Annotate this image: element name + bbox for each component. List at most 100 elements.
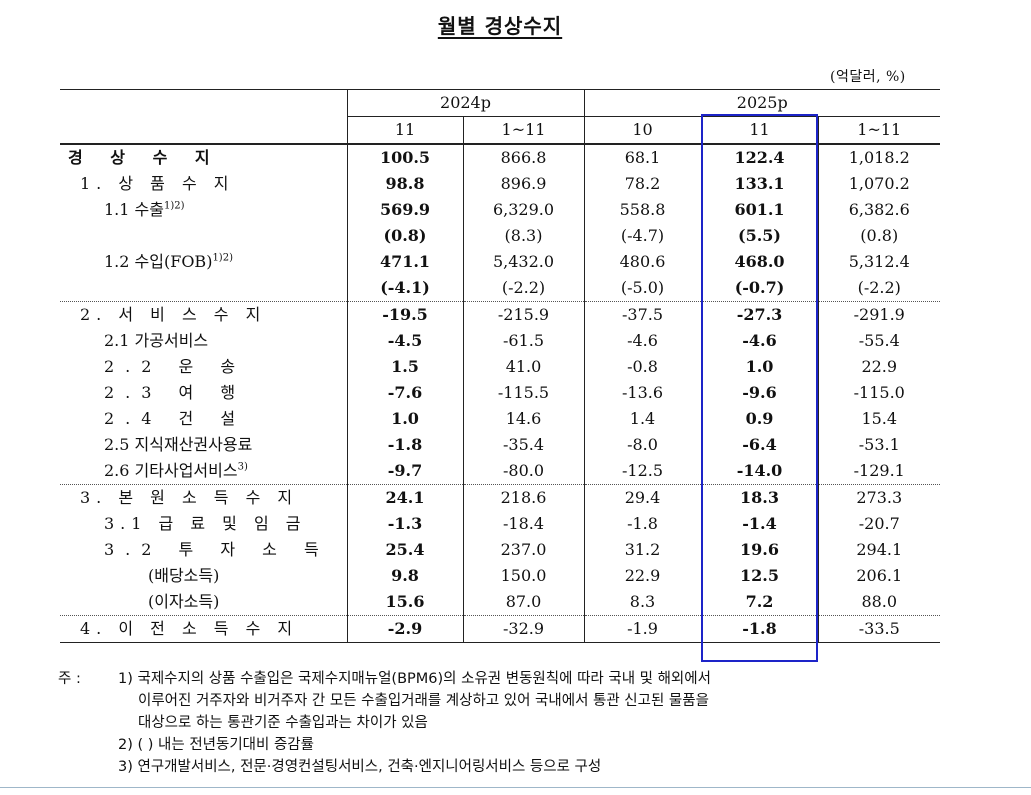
table-cell: 98.8 — [346, 171, 463, 197]
row-label-text: 1.1 수출 — [104, 200, 164, 219]
row-label-text: 2.5 지식재산권사용료 — [104, 435, 253, 454]
table-row: 3. 본 원 소 득 수 지 24.1 218.6 29.4 18.3 273.3 — [60, 484, 940, 511]
note-2: 2) ( ) 내는 전년동기대비 증감률 — [118, 737, 314, 753]
table-cell: -129.1 — [817, 458, 940, 485]
row-label: 2.6 기타사업서비스3) — [60, 458, 347, 485]
row-label-text: 3.1 급 료 및 임 금 — [104, 514, 307, 533]
table-cell: -1.4 — [700, 511, 818, 537]
table-row: 2.3 여 행 -7.6 -115.5 -13.6 -9.6 -115.0 — [60, 380, 940, 406]
table-cell: 78.2 — [583, 171, 701, 197]
table-cell: 100.5 — [346, 143, 463, 171]
table-cell: 9.8 — [346, 563, 463, 589]
row-label: 1.2 수입(FOB)1)2) — [60, 249, 347, 275]
table-cell: -61.5 — [462, 328, 584, 354]
table-cell: -6.4 — [700, 432, 818, 458]
table-row: (배당소득) 9.8 150.0 22.9 12.5 206.1 — [60, 563, 940, 589]
row-label: 2.3 여 행 — [60, 380, 347, 406]
table-cell: -115.0 — [817, 380, 940, 406]
table-cell: 150.0 — [462, 563, 584, 589]
unit-label: (억달러, %) — [830, 69, 906, 85]
table-cell: 19.6 — [700, 537, 818, 563]
footnotes: 주 : 1) 국제수지의 상품 수출입은 국제수지매뉴얼(BPM6)의 소유권 … — [58, 668, 958, 778]
table-cell: -4.6 — [583, 328, 701, 354]
table-cell: -35.4 — [462, 432, 584, 458]
table-cell: 1,018.2 — [817, 143, 940, 171]
table-cell: -9.7 — [346, 458, 463, 485]
table-cell: (-4.7) — [583, 223, 701, 249]
table-cell: 18.3 — [700, 484, 818, 511]
table-cell: -20.7 — [817, 511, 940, 537]
table-cell: -1.9 — [583, 615, 701, 643]
table-row: (-4.1) (-2.2) (-5.0) (-0.7) (-2.2) — [60, 275, 940, 302]
table-cell: -8.0 — [583, 432, 701, 458]
row-label-text: 2. 서 비 스 수 지 — [80, 305, 267, 324]
table-cell: -4.5 — [346, 328, 463, 354]
table-cell: -1.8 — [700, 615, 818, 643]
table-cell: (-0.7) — [700, 275, 818, 302]
table-cell: -55.4 — [817, 328, 940, 354]
note-lead: 주 : — [58, 671, 81, 687]
table-cell: -2.9 — [346, 615, 463, 643]
table-cell: -215.9 — [462, 301, 584, 328]
row-label: 2.4 건 설 — [60, 406, 347, 432]
table-cell: -80.0 — [462, 458, 584, 485]
row-label-text: 2.4 건 설 — [104, 409, 247, 428]
row-label: 2.1 가공서비스 — [60, 328, 347, 354]
table-cell: 468.0 — [700, 249, 818, 275]
table-cell: 0.9 — [700, 406, 818, 432]
table-row: 2.1 가공서비스 -4.5 -61.5 -4.6 -4.6 -55.4 — [60, 328, 940, 354]
table-cell: 1.4 — [583, 406, 701, 432]
table-cell: -14.0 — [700, 458, 818, 485]
table-cell: 569.9 — [346, 197, 463, 223]
current-account-table: 2024p 2025p 11 1~11 10 11 1~11 경 상 수 지 10… — [60, 89, 940, 643]
table-cell: (-5.0) — [583, 275, 701, 302]
table-row: 1.1 수출1)2) 569.9 6,329.0 558.8 601.1 6,382.6 — [60, 197, 940, 223]
table-cell: 24.1 — [346, 484, 463, 511]
table-cell: 1.5 — [346, 354, 463, 380]
table-row: 1.2 수입(FOB)1)2) 471.1 5,432.0 480.6 468.0 5,3… — [60, 249, 940, 275]
table-cell: 8.3 — [583, 589, 701, 616]
table-cell: -4.6 — [700, 328, 818, 354]
table-cell: 1.0 — [346, 406, 463, 432]
row-label: 3.2 투 자 소 득 — [60, 537, 347, 563]
col-header: 1~11 — [462, 116, 584, 144]
note-1: 주 : 1) 국제수지의 상품 수출입은 국제수지매뉴얼(BPM6)의 소유권 … — [58, 668, 958, 690]
table-cell: (-2.2) — [462, 275, 584, 302]
table-row: 2.6 기타사업서비스3) -9.7 -80.0 -12.5 -14.0 -129.1 — [60, 458, 940, 485]
table-cell: -12.5 — [583, 458, 701, 485]
header-row-months: 11 1~11 10 11 1~11 — [60, 116, 940, 144]
table-cell: 5,312.4 — [817, 249, 940, 275]
row-label-text: 2.1 가공서비스 — [104, 331, 209, 350]
note-1-line-3: 대상으로 하는 통관기준 수출입과는 차이가 있음 — [138, 715, 428, 731]
table-cell: -115.5 — [462, 380, 584, 406]
table-row: (0.8) (8.3) (-4.7) (5.5) (0.8) — [60, 223, 940, 249]
table-cell: 87.0 — [462, 589, 584, 616]
row-label: 2.2 운 송 — [60, 354, 347, 380]
table-cell: -32.9 — [462, 615, 584, 643]
table-cell: -1.8 — [583, 511, 701, 537]
row-label-text: 2.2 운 송 — [104, 357, 247, 376]
table-cell: 14.6 — [462, 406, 584, 432]
footnote-ref: 1)2) — [212, 252, 233, 264]
row-label-text: 1. 상 품 수 지 — [80, 174, 235, 193]
col-header: 10 — [583, 116, 701, 144]
table-cell: -1.8 — [346, 432, 463, 458]
table-cell: -33.5 — [817, 615, 940, 643]
table-cell: (8.3) — [462, 223, 584, 249]
table-row: 2.2 운 송 1.5 41.0 -0.8 1.0 22.9 — [60, 354, 940, 380]
table-row: (이자소득) 15.6 87.0 8.3 7.2 88.0 — [60, 589, 940, 616]
table-body: 경 상 수 지 100.5 866.8 68.1 122.4 1,018.2 1. 상 품 … — [60, 143, 940, 643]
row-label-text: 2.3 여 행 — [104, 383, 247, 402]
footnote-ref: 3) — [237, 461, 248, 473]
page-bottom-rule — [0, 787, 1031, 788]
page-title: 월별 경상수지 — [437, 14, 563, 38]
row-label: 3. 본 원 소 득 수 지 — [60, 484, 347, 511]
table-row: 경 상 수 지 100.5 866.8 68.1 122.4 1,018.2 — [60, 143, 940, 171]
table-cell: 237.0 — [462, 537, 584, 563]
table-cell: 15.6 — [346, 589, 463, 616]
table-cell: -53.1 — [817, 432, 940, 458]
header-row-years: 2024p 2025p — [60, 89, 940, 117]
table-cell: 896.9 — [462, 171, 584, 197]
table-cell: 31.2 — [583, 537, 701, 563]
year-2024-header: 2024p — [346, 89, 584, 117]
